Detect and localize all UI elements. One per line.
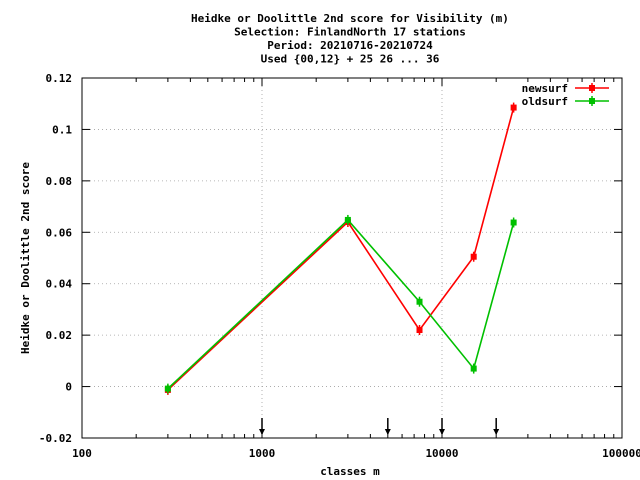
series-line-newsurf xyxy=(167,107,515,391)
chart-title: Heidke or Doolittle 2nd score for Visibi… xyxy=(191,12,509,66)
y-axis-label: Heidke or Doolittle 2nd score xyxy=(19,162,32,354)
y-tick-label: 0 xyxy=(65,381,72,394)
grid-lines xyxy=(82,78,622,438)
x-axis-label: classes m xyxy=(320,465,380,478)
y-tick-label: 0.12 xyxy=(46,72,73,85)
x-tick-label: 100000 xyxy=(602,447,640,460)
title-line: Selection: FinlandNorth 17 stations xyxy=(234,26,466,39)
legend-label-oldsurf: oldsurf xyxy=(522,95,568,108)
x-tick-label: 100 xyxy=(72,447,92,460)
title-line: Period: 20210716-20210724 xyxy=(267,39,433,52)
y-tick-label: 0.06 xyxy=(46,226,73,239)
class-markers xyxy=(259,418,500,435)
series-line-oldsurf xyxy=(167,218,515,390)
y-tick-label: 0.08 xyxy=(46,175,73,188)
plot-frame xyxy=(81,77,623,439)
class-marker-arrowhead xyxy=(384,429,391,435)
axis-ticks: -0.02 0 0.02 0.04 0.06 0.08 0.1 0.12 100 1000 1000… xyxy=(39,72,640,460)
x-tick-label: 1000 xyxy=(249,447,276,460)
y-tick-label: 0.02 xyxy=(46,329,73,342)
y-tick-label: 0.04 xyxy=(46,278,73,291)
y-tick-label: 0.1 xyxy=(52,123,72,136)
x-tick-label: 10000 xyxy=(425,447,458,460)
series-layer xyxy=(164,102,517,395)
y-tick-label: -0.02 xyxy=(39,432,72,445)
legend-label-newsurf: newsurf xyxy=(522,82,568,95)
title-line: Used {00,12} + 25 26 ... 36 xyxy=(261,53,440,66)
class-marker-arrowhead xyxy=(493,429,500,435)
title-line: Heidke or Doolittle 2nd score for Visibi… xyxy=(191,12,509,25)
